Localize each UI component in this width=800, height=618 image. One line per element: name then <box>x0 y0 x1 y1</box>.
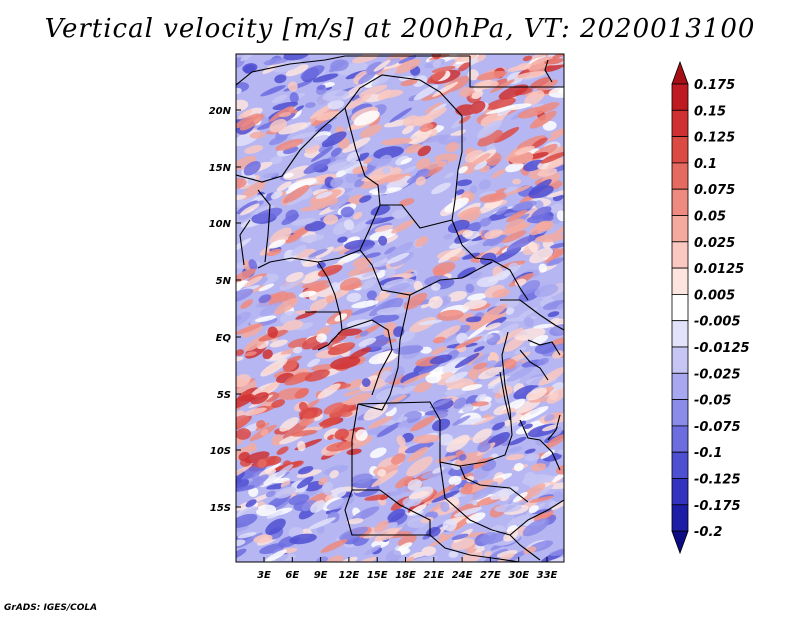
lon-tick-label: 15E <box>367 570 388 581</box>
colorbar-top-arrow <box>671 60 689 85</box>
colorbar-swatch <box>671 451 689 479</box>
colorbar-label: 0.0125 <box>694 262 744 277</box>
lon-tick-label: 27E <box>480 570 501 581</box>
colorbar-label: 0.1 <box>694 157 717 172</box>
lon-tick-label: 33E <box>537 570 558 581</box>
lat-tick-label: 10S <box>210 446 231 457</box>
colorbar-label: 0.15 <box>694 104 726 119</box>
colorbar-label: -0.005 <box>694 315 741 330</box>
colorbar-swatch <box>671 188 689 216</box>
colorbar-label: 0.025 <box>694 236 735 251</box>
lon-tick-label: 6E <box>285 570 299 581</box>
colorbar-label: -0.2 <box>694 525 722 540</box>
longitude-axis: 3E 6E 9E 12E 15E 18E 21E 24E 27E 30E 33E <box>257 557 558 581</box>
lat-tick-label: EQ <box>216 333 232 344</box>
colorbar-swatch <box>671 162 689 190</box>
plot-frame <box>235 53 565 563</box>
colorbar-swatch <box>671 136 689 164</box>
lat-tick-label: 20N <box>209 106 232 117</box>
lon-tick-label: 21E <box>423 570 444 581</box>
colorbar-swatch <box>671 478 689 506</box>
colorbar-swatch <box>671 241 689 269</box>
lat-tick-label: 15S <box>210 503 231 514</box>
colorbar-label: -0.075 <box>694 420 741 435</box>
colorbar-swatch <box>671 293 689 322</box>
colorbar-bottom-arrow <box>671 530 689 555</box>
colorbar-label: -0.05 <box>694 394 731 409</box>
colorbar-swatch <box>671 109 689 138</box>
colorbar-swatch <box>671 425 689 453</box>
colorbar-swatch <box>671 399 689 427</box>
colorbar-label: 0.175 <box>694 78 735 93</box>
lon-tick-label: 18E <box>395 570 416 581</box>
lon-tick-label: 30E <box>508 570 529 581</box>
colorbar-swatch <box>671 267 689 295</box>
colorbar-label: 0.005 <box>694 288 735 303</box>
lat-tick-label: 5S <box>217 390 231 401</box>
colorbar-label: -0.1 <box>694 446 722 461</box>
lon-tick-label: 12E <box>339 570 360 581</box>
country-borders <box>236 55 564 562</box>
colorbar-swatch <box>671 215 689 243</box>
colorbar-swatch <box>671 320 689 348</box>
colorbar-swatch <box>671 504 689 532</box>
colorbar-label: 0.075 <box>694 183 735 198</box>
colorbar-swatch <box>671 372 689 400</box>
lat-tick-label: 5N <box>216 276 232 287</box>
grads-credit: GrADS: IGES/COLA <box>4 603 98 613</box>
colorbar-swatch <box>671 83 689 111</box>
colorbar-swatches <box>671 60 689 555</box>
map-title: Vertical velocity [m/s] at 200hPa, VT: 2… <box>44 14 756 44</box>
colorbar-label: -0.125 <box>694 473 741 488</box>
colorbar-swatch <box>671 346 689 374</box>
colorbar-label: -0.175 <box>694 499 741 514</box>
colorbar-labels: 0.175 0.15 0.125 0.1 0.075 0.05 0.025 0.0125 0.0… <box>694 78 750 540</box>
colorbar-label: -0.025 <box>694 367 741 382</box>
lon-tick-label: 9E <box>314 570 328 581</box>
lat-tick-label: 15N <box>209 163 232 174</box>
velocity-field <box>236 54 564 562</box>
colorbar-label: -0.0125 <box>694 341 750 356</box>
lon-tick-label: 24E <box>452 570 473 581</box>
lon-tick-label: 3E <box>257 570 271 581</box>
colorbar-label: 0.05 <box>694 210 726 225</box>
lat-tick-label: 10N <box>209 219 232 230</box>
latitude-axis: 20N 15N 10N 5N EQ 5S 10S 15S <box>209 106 241 514</box>
colorbar-label: 0.125 <box>694 131 735 146</box>
